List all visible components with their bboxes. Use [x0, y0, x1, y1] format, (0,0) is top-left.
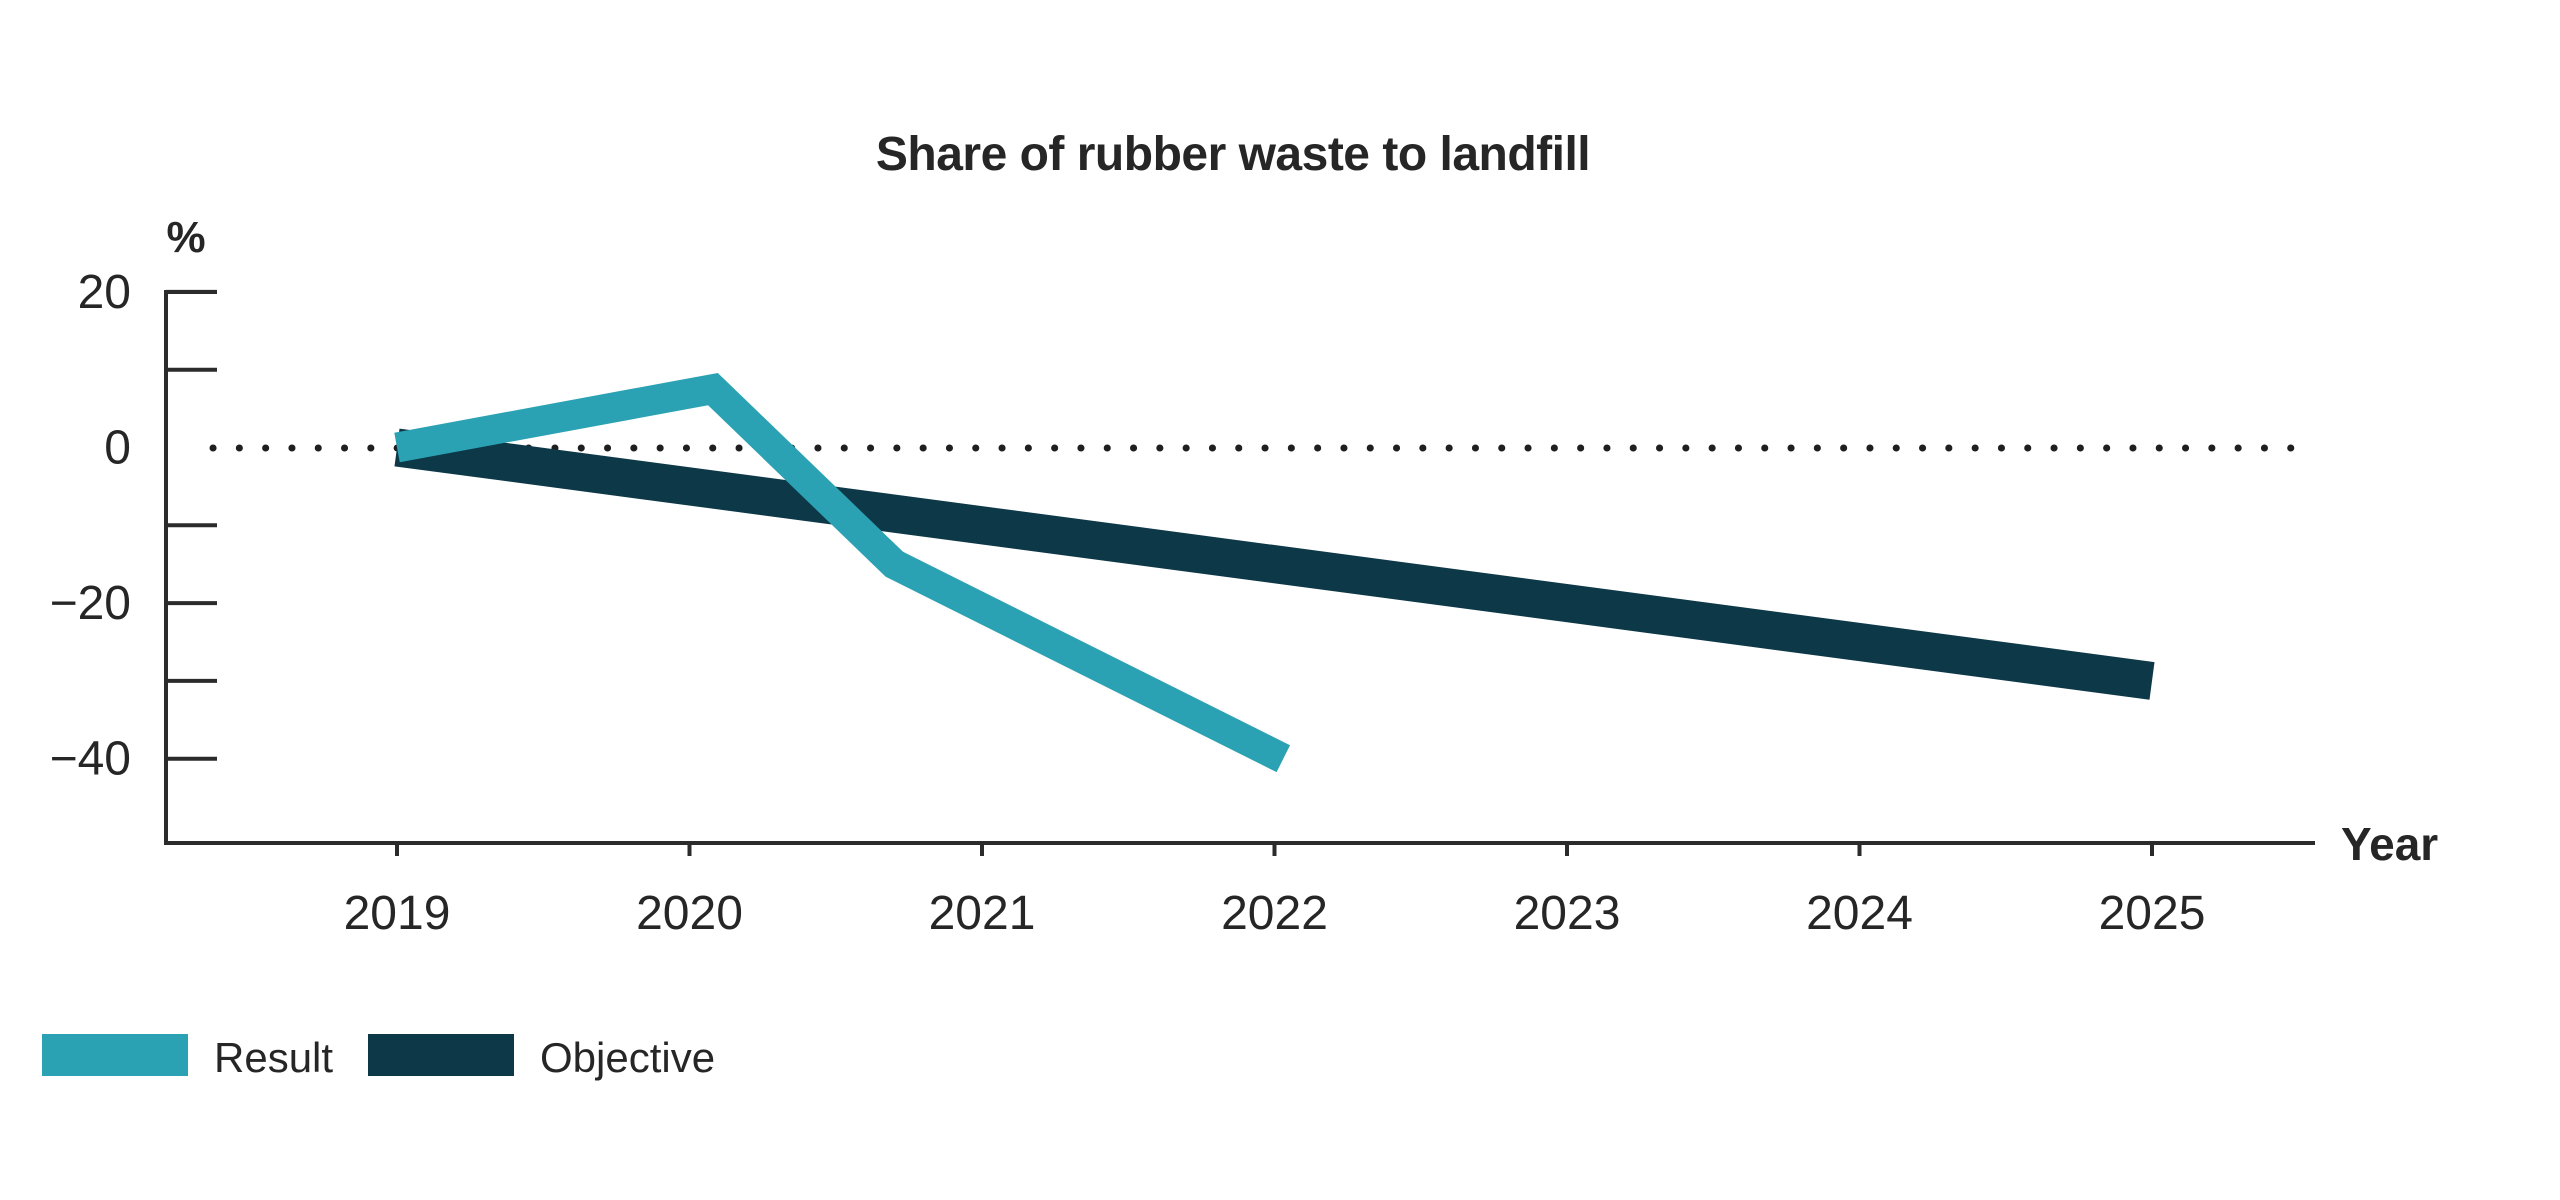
- legend-swatch-result: [42, 1034, 188, 1076]
- y-tick-label: 0: [104, 422, 131, 475]
- x-axis-title: Year: [2341, 818, 2438, 870]
- x-tick-label: 2021: [929, 887, 1036, 940]
- series-lines: [394, 372, 2155, 773]
- x-tick-label: 2022: [1221, 887, 1328, 940]
- x-axis-ticks: [395, 843, 2154, 856]
- x-tick-label: 2020: [636, 887, 743, 940]
- y-tick-label: −40: [50, 733, 131, 786]
- legend-swatch-objective: [368, 1034, 514, 1076]
- chart-title: Share of rubber waste to landfill: [876, 128, 1590, 181]
- legend-label-objective: Objective: [540, 1034, 715, 1081]
- y-axis-labels: 20 0 −20 −40: [50, 266, 131, 786]
- y-axis-ticks: [166, 289, 217, 761]
- x-tick-label: 2025: [2099, 887, 2206, 940]
- y-tick-label: 20: [78, 266, 131, 319]
- series-line-result: [394, 372, 1291, 773]
- x-tick-label: 2024: [1806, 887, 1913, 940]
- legend-label-result: Result: [214, 1034, 333, 1081]
- x-tick-label: 2023: [1514, 887, 1621, 940]
- x-axis-labels: 2019 2020 2021 2022 2023 2024 2025: [344, 887, 2206, 940]
- y-tick-label: −20: [50, 577, 131, 630]
- y-axis-unit-label: %: [166, 213, 205, 262]
- legend: Result Objective: [42, 1034, 715, 1081]
- x-tick-label: 2019: [344, 887, 451, 940]
- series-line-objective: [394, 428, 2155, 700]
